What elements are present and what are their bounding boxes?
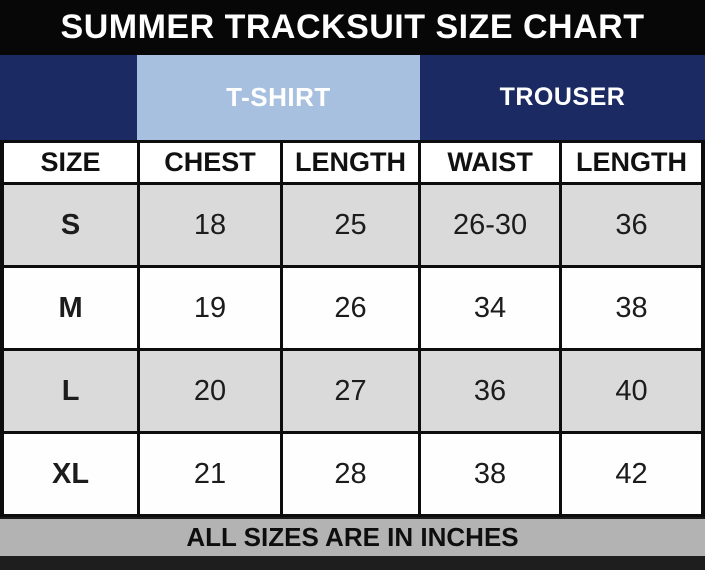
table-cell: 38 [562,268,701,348]
table-cell: 36 [562,185,701,265]
table-cell: 27 [283,351,419,431]
table-cell: 26-30 [421,185,560,265]
table-cell: 34 [421,268,560,348]
group-header-band: T-SHIRT TROUSER [0,55,705,140]
title-bar: SUMMER TRACKSUIT SIZE CHART [0,0,705,55]
table-cell: 25 [283,185,419,265]
group-header-trouser: TROUSER [499,83,626,111]
group-header-tshirt: T-SHIRT [136,55,420,140]
column-header-waist: WAIST [421,143,560,182]
page-title: SUMMER TRACKSUIT SIZE CHART [60,8,645,46]
column-header-chest: CHEST [140,143,281,182]
table-cell: 28 [283,434,419,514]
column-header-trouser-length: LENGTH [562,143,701,182]
size-table: SIZE CHEST LENGTH WAIST LENGTH S 18 25 2… [0,140,705,517]
row-label-cell: M [4,268,138,348]
table-cell: 26 [283,268,419,348]
table-cell: 20 [140,351,281,431]
column-header-tshirt-length: LENGTH [283,143,419,182]
table-cell: 40 [562,351,701,431]
table-cell: 18 [140,185,281,265]
group-header-spacer [0,55,137,140]
footer-note: ALL SIZES ARE IN INCHES [0,517,705,556]
table-cell: 19 [140,268,281,348]
bottom-strip [0,556,705,570]
table-cell: 36 [421,351,560,431]
row-label-cell: L [4,351,138,431]
table-cell: 21 [140,434,281,514]
table-cell: 42 [562,434,701,514]
row-label-cell: XL [4,434,138,514]
column-header-size: SIZE [4,143,138,182]
table-cell: 38 [421,434,560,514]
row-label-cell: S [4,185,138,265]
